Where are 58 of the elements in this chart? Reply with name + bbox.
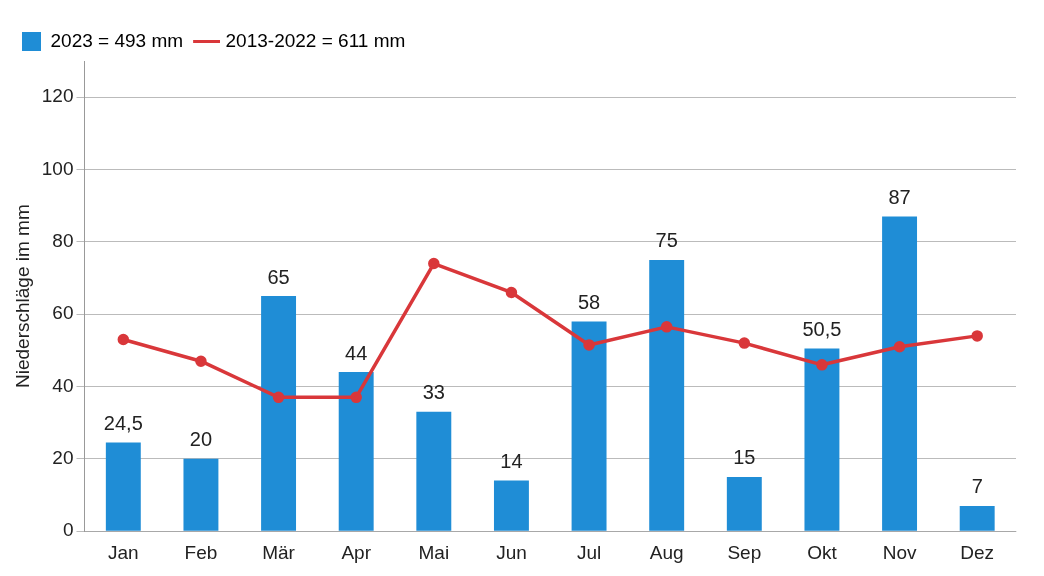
point [350,391,362,404]
point [117,333,130,346]
point [505,286,518,299]
y-tick-label: 0 [62,519,74,541]
x-tick-label: Jul [576,541,602,563]
x-tick-label: Jan [107,541,139,563]
point [893,340,906,353]
x-tick-label: Dez [960,541,995,563]
point [583,339,595,351]
bar [493,480,529,531]
data-label: 33 [422,381,445,404]
legend-label: 2013-2022 = 611 mm [225,29,406,51]
data-label: 24,5 [103,412,143,435]
y-tick-label: 40 [52,374,74,396]
bar [416,411,452,531]
x-tick-label: Feb [184,541,218,563]
bar [571,321,607,531]
x-tick-label: Mai [418,541,450,563]
x-tick-label: Aug [649,541,684,563]
x-tick-label: Apr [341,541,372,563]
point [428,257,440,270]
bar [338,372,374,531]
data-label: 44 [345,341,368,364]
x-tick-label: Sep [727,541,762,563]
bar [959,505,995,531]
point [195,355,207,367]
point [971,330,983,342]
data-label: 14 [500,450,523,473]
data-label: 75 [655,229,678,252]
point [272,391,285,404]
point [738,337,751,349]
point [816,359,828,371]
data-label: 50,5 [802,318,842,341]
bar [649,259,685,531]
bar [183,458,219,531]
bar [105,442,141,531]
bar [261,296,297,531]
data-label: 87 [888,186,911,209]
x-tick-label: Jun [496,541,527,563]
bar [882,216,918,531]
y-tick-label: 60 [52,302,74,324]
data-label: 7 [971,475,983,498]
data-label: 20 [189,428,213,451]
point [660,321,673,333]
x-tick-label: Nov [882,541,917,563]
data-label: 15 [733,446,756,469]
x-tick-label: Okt [807,541,838,563]
y-axis-title: Niederschläge im mm [11,204,33,388]
y-tick-label: 120 [41,85,74,107]
x-tick-label: Mär [262,541,296,563]
data-label: 58 [577,290,601,313]
data-label: 65 [267,265,290,288]
y-tick-label: 100 [41,157,74,179]
bar [804,348,840,531]
y-tick-label: 80 [52,230,74,252]
legend-label: 2023 = 493 mm [50,29,184,51]
bar [726,476,762,531]
y-tick-label: 20 [52,447,74,469]
